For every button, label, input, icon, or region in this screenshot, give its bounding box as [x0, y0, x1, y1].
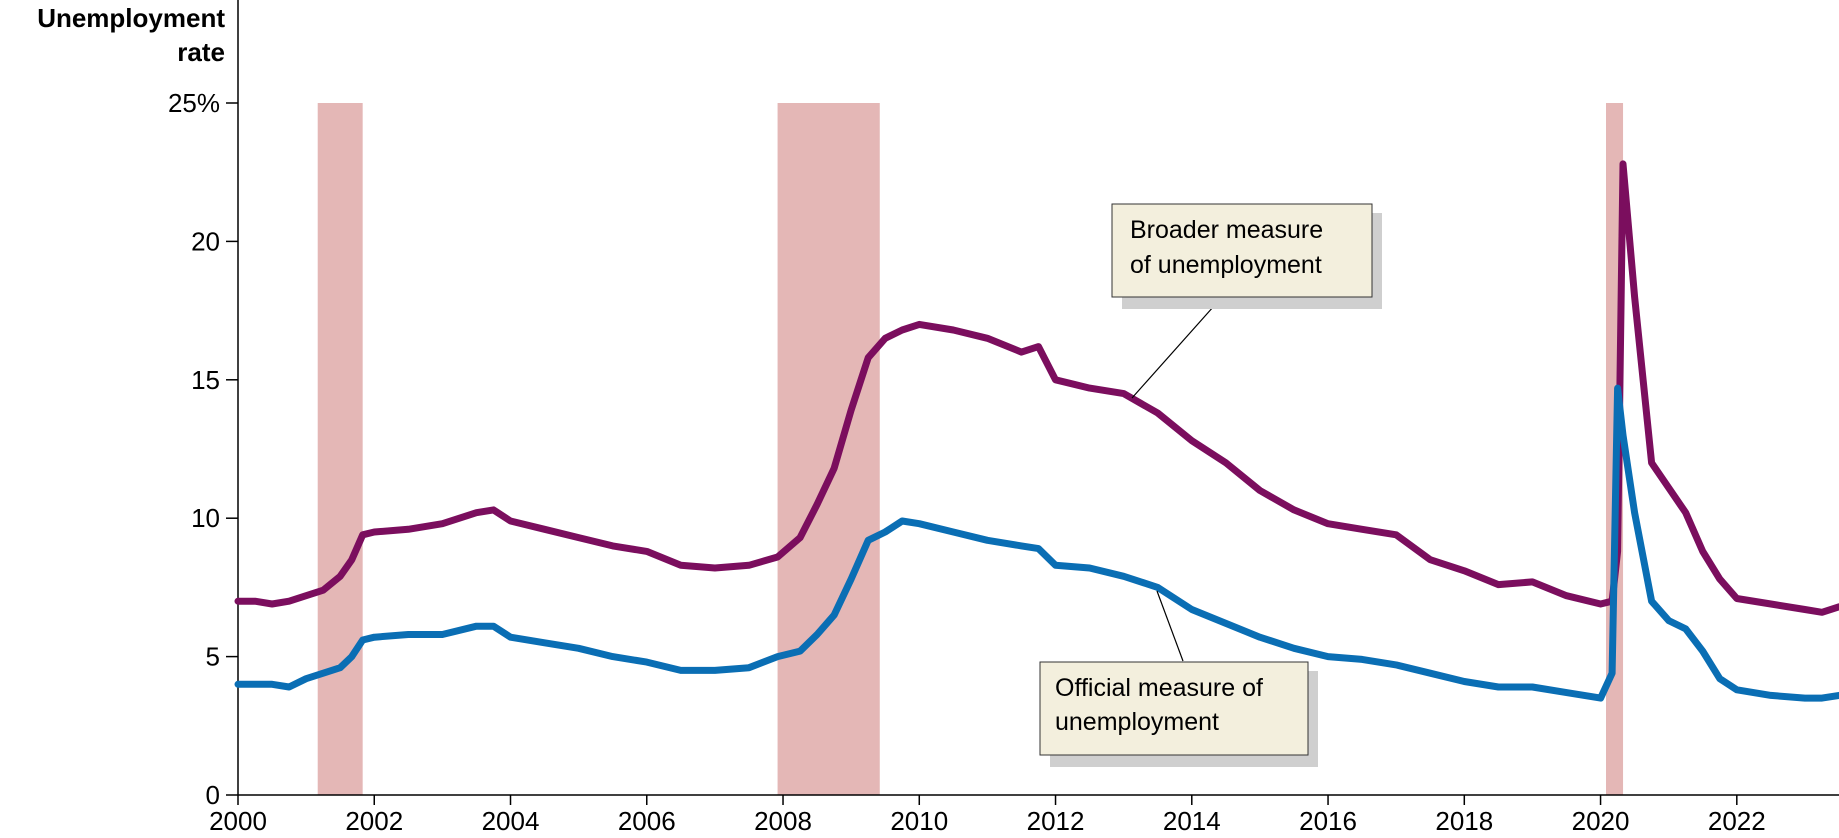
x-tick-label: 2016 — [1299, 806, 1357, 836]
x-tick-label: 2018 — [1435, 806, 1493, 836]
x-tick-label: 2004 — [482, 806, 540, 836]
y-tick-label: 20 — [191, 226, 220, 256]
x-tick-label: 2002 — [345, 806, 403, 836]
x-tick-label: 2008 — [754, 806, 812, 836]
y-axis-title-line2: rate — [177, 37, 225, 67]
official-leader-line — [1156, 590, 1184, 662]
broader-leader-line — [1131, 296, 1223, 399]
x-tick-label: 2020 — [1572, 806, 1630, 836]
official-label-line2: unemployment — [1055, 708, 1219, 736]
y-tick-label: 5 — [206, 642, 220, 672]
y-tick-label: 10 — [191, 503, 220, 533]
y-ticks: 0 5 10 15 20 25% — [168, 88, 238, 810]
x-tick-label: 2012 — [1027, 806, 1085, 836]
x-tick-label: 2014 — [1163, 806, 1221, 836]
broader-label-line1: Broader measure — [1130, 216, 1323, 244]
x-ticks: 2000 2002 2004 2006 2008 2010 2012 2014 2016 2018… — [209, 795, 1766, 836]
x-tick-label: 2022 — [1708, 806, 1766, 836]
x-tick-label: 2006 — [618, 806, 676, 836]
y-tick-label: 0 — [206, 780, 220, 810]
official-label-line1: Official measure of — [1055, 674, 1263, 702]
official-measure-callout: Official measure of unemployment — [1039, 590, 1318, 767]
broader-measure-callout: Broader measure of unemployment — [1111, 203, 1382, 399]
broader-label-line2: of unemployment — [1130, 251, 1322, 279]
x-tick-label: 2000 — [209, 806, 267, 836]
recession-band-1 — [317, 103, 363, 795]
broader-measure-line — [234, 160, 1839, 616]
series-lines — [234, 160, 1839, 702]
recession-bands — [317, 103, 1624, 795]
official-measure-line — [234, 384, 1839, 702]
official-box — [1039, 661, 1309, 756]
recession-band-2 — [777, 103, 880, 795]
x-tick-label: 2010 — [890, 806, 948, 836]
broader-box — [1111, 203, 1373, 298]
y-axis-title-line1: Unemployment — [37, 3, 225, 33]
y-tick-label: 25% — [168, 88, 220, 118]
y-tick-label: 15 — [191, 365, 220, 395]
